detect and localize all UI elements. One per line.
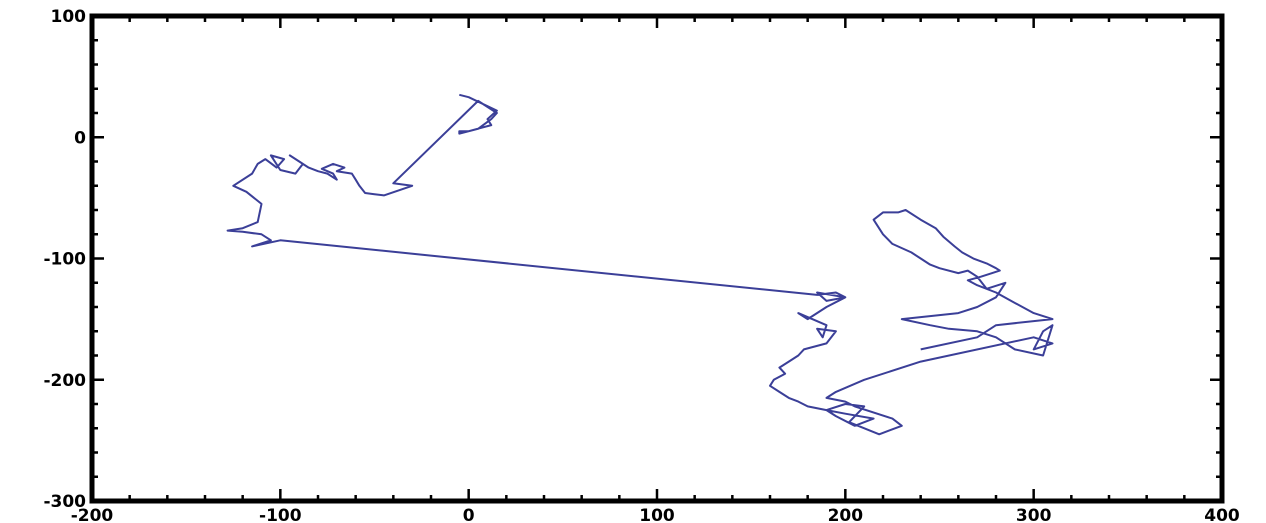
- series-group: [226, 93, 1054, 436]
- x-tick-label: 400: [1204, 506, 1240, 523]
- y-axis-tick-labels: 100 0 -100 -200 -300: [43, 7, 86, 512]
- x-tick-label: 200: [828, 506, 864, 523]
- plot-area: [89, 13, 1225, 504]
- y-tick-label: -300: [43, 492, 86, 512]
- x-axis-tick-labels: -200 -100 0 100 200 300 400: [71, 506, 1240, 523]
- x-tick-label: -200: [71, 506, 114, 523]
- y-tick-label: -200: [43, 371, 86, 391]
- y-tick-label: 0: [74, 128, 86, 148]
- x-tick-label: -100: [259, 506, 302, 523]
- x-tick-label: 100: [639, 506, 675, 523]
- y-tick-label: 100: [51, 7, 87, 27]
- x-tick-label: 0: [463, 506, 475, 523]
- y-tick-label: -100: [43, 250, 86, 270]
- x-tick-label: 300: [1016, 506, 1052, 523]
- plot-frame: [89, 13, 1225, 504]
- axis-ticks: [90, 14, 1224, 503]
- series-line: [226, 93, 1054, 436]
